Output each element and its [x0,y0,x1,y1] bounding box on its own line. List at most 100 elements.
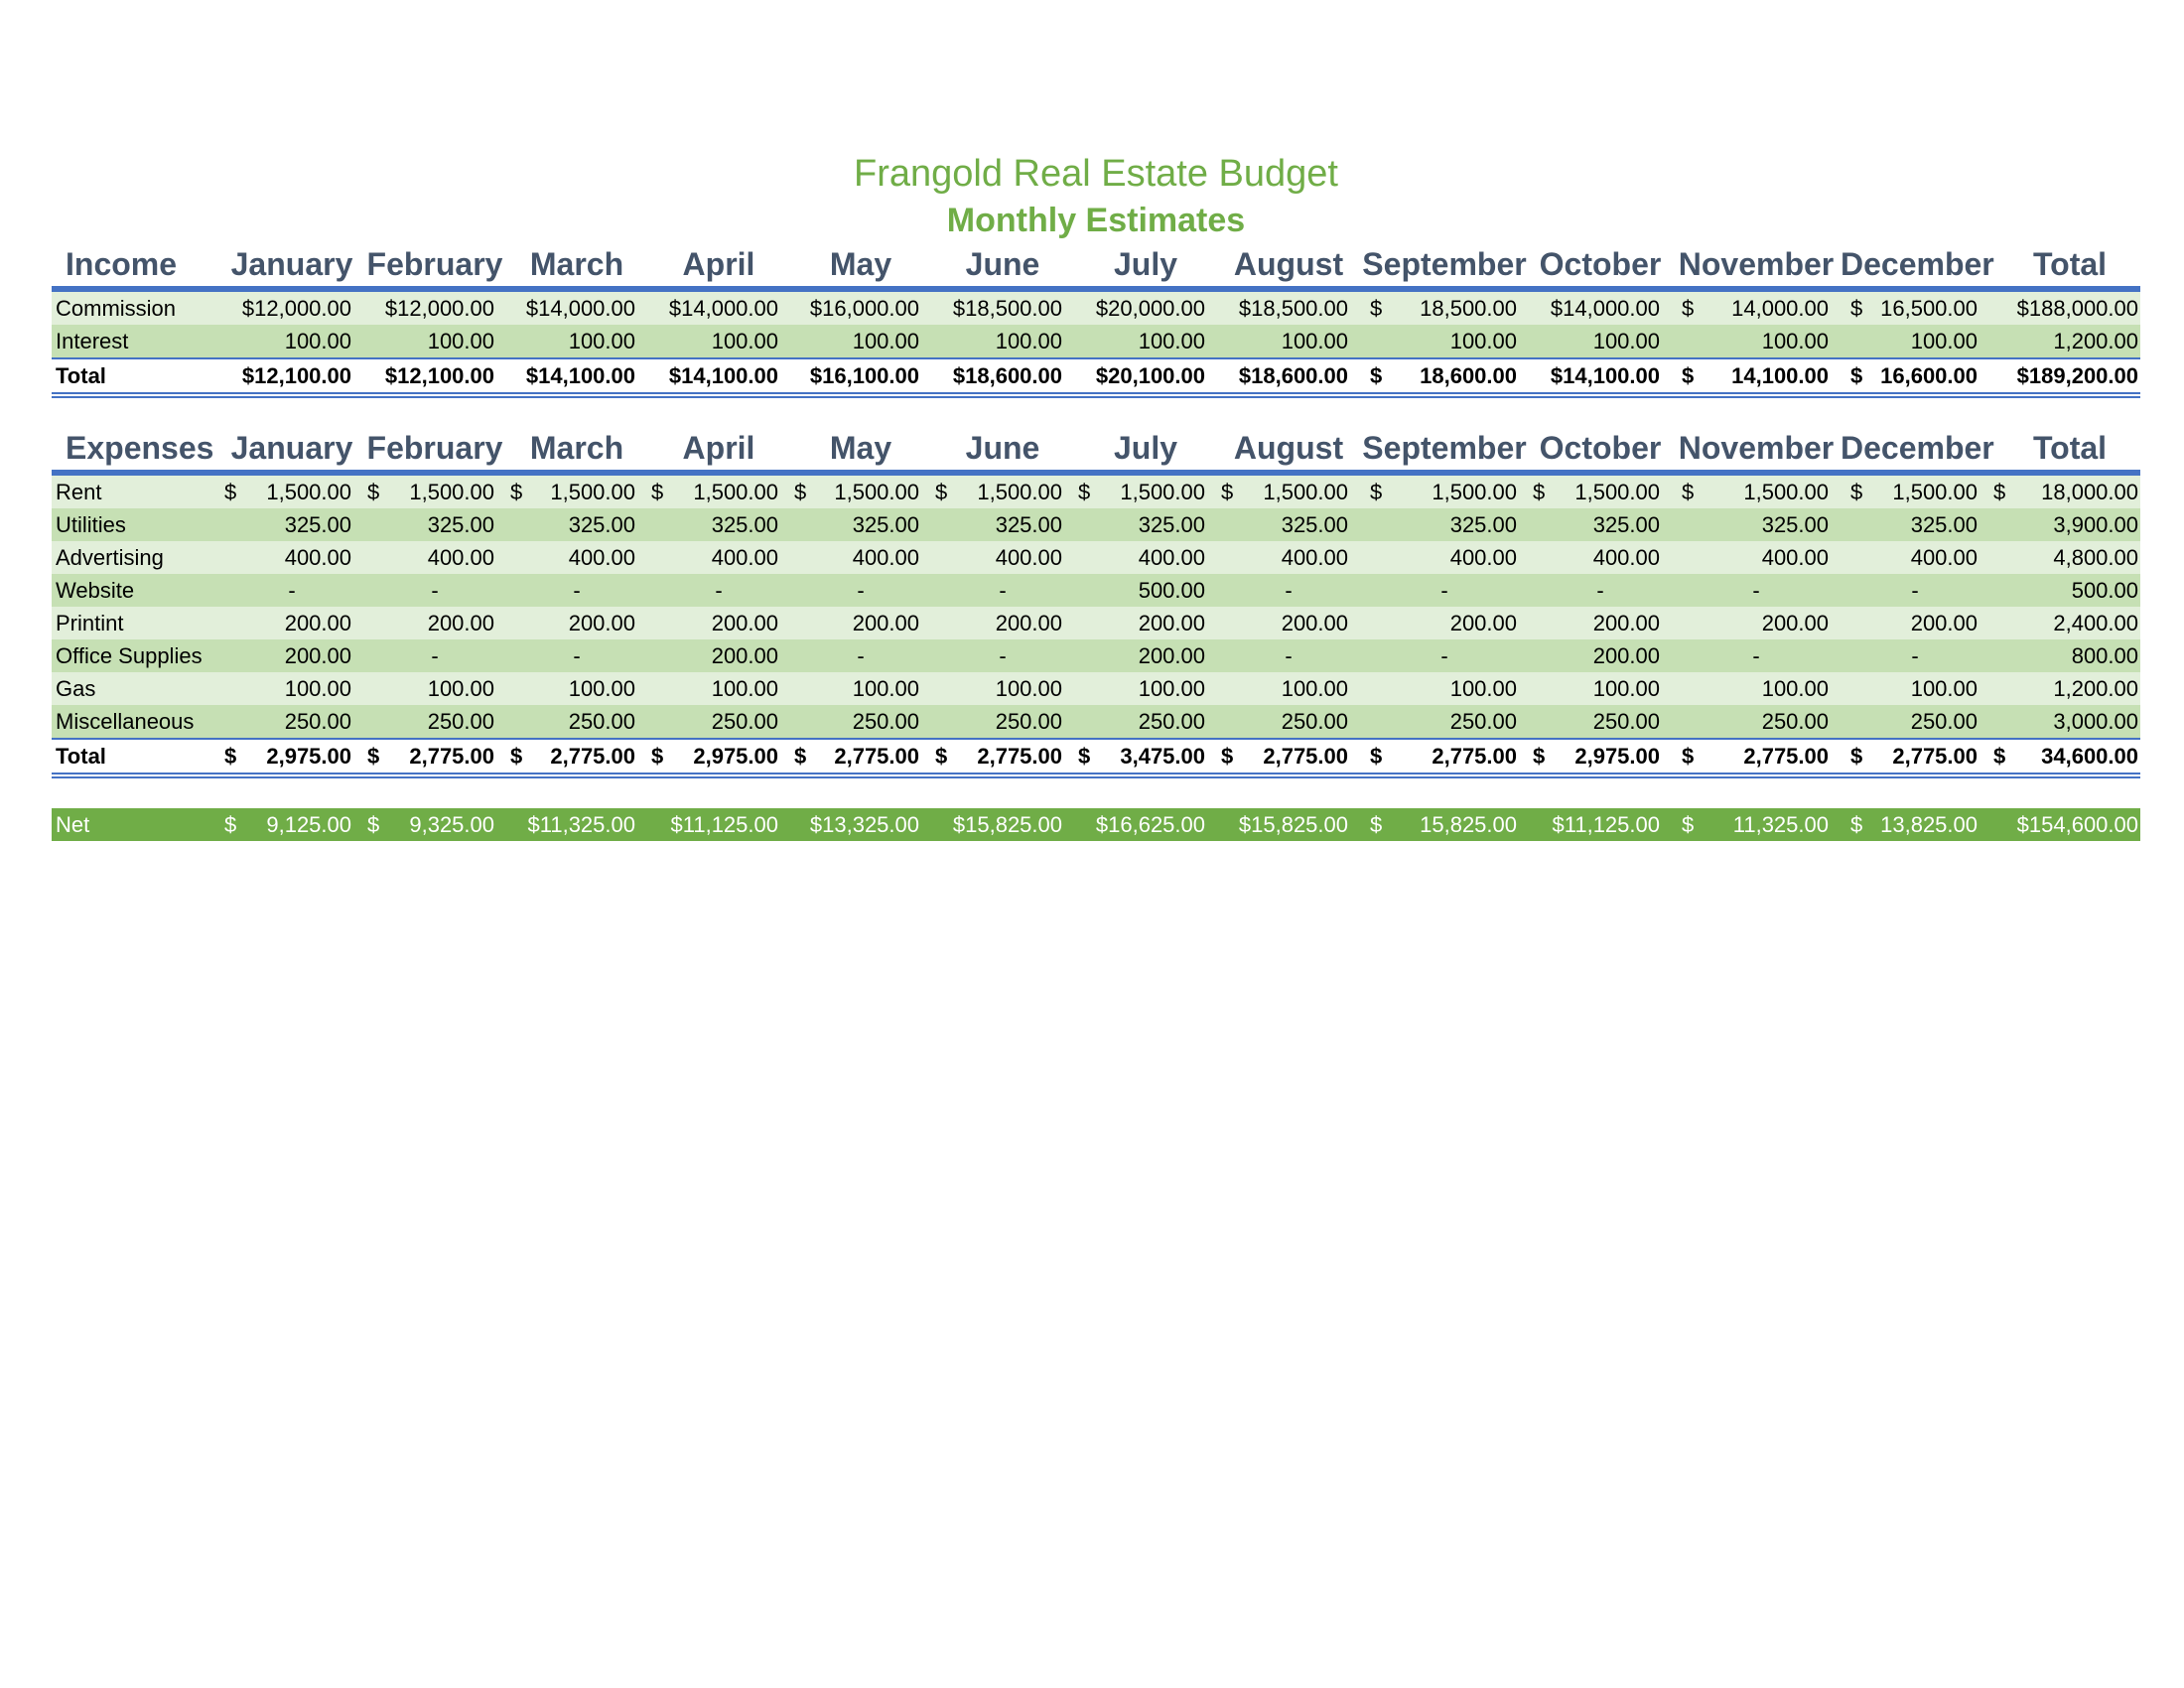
expenses-rent-cell-march: $1,500.00 [506,476,647,508]
income-total-cell-november: $14,100.00 [1672,359,1841,392]
column-header-april: April [682,246,755,282]
income-total-cell-may: $16,100.00 [790,359,931,392]
cell-value: 14,100.00 [1731,363,1829,388]
cell-value: 100.00 [1281,329,1348,353]
income-commission-cell-total: $188,000.00 [1989,292,2150,325]
expenses-rent-cell-february: $1,500.00 [363,476,506,508]
cell-value: - [1285,578,1293,603]
cell-value: - [1911,578,1919,603]
expenses-advertising-cell-november: 400.00 [1672,541,1841,574]
cell-value: 4,800.00 [2053,545,2138,570]
cell-value: $16,625.00 [1095,812,1205,837]
cell-value: 3,475.00 [1120,744,1205,769]
income-interest-cell-june: 100.00 [931,325,1074,357]
cell-value: 200.00 [1281,611,1348,635]
expenses-office-supplies-cell-total: 800.00 [1989,639,2150,672]
cell-value: 100.00 [1592,676,1660,701]
cell-value: 100.00 [711,329,778,353]
cell-value: 325.00 [1281,512,1348,537]
income-total-cell-total: $189,200.00 [1989,359,2150,392]
cell-value: 2,775.00 [1892,744,1978,769]
net-cell-total: $154,600.00 [1989,808,2150,841]
cell-value: $14,000.00 [1550,296,1660,321]
column-header-august: August [1233,430,1344,466]
cell-value: 400.00 [852,545,919,570]
cell-value: 100.00 [427,329,494,353]
cell-value: 200.00 [1449,611,1517,635]
expenses-total-rule-bottom [52,773,2140,778]
expenses-total-cell-november: $2,775.00 [1672,740,1841,773]
cell-value: - [1440,643,1448,668]
cell-value: 400.00 [1592,545,1660,570]
cell-value: 400.00 [995,545,1062,570]
column-header-total: Total [2032,430,2108,466]
cell-value: 18,000.00 [2041,480,2138,504]
expenses-total-cell-february: $2,775.00 [363,740,506,773]
expenses-website-cell-october: - [1529,574,1672,607]
net-cell-november: $11,325.00 [1672,808,1841,841]
cell-value: 400.00 [427,545,494,570]
currency-symbol: $ [1370,363,1383,388]
income-interest-cell-october: 100.00 [1529,325,1672,357]
currency-symbol: $ [651,744,664,769]
net-cell-december: $13,825.00 [1841,808,1989,841]
cell-value: 200.00 [284,643,351,668]
expenses-utilities-cell-total: 3,900.00 [1989,508,2150,541]
cell-value: 1,500.00 [1574,480,1660,504]
net-cell-june: $15,825.00 [931,808,1074,841]
expenses-utilities-cell-january: 325.00 [220,508,363,541]
expenses-total-row: Total $2,975.00 $2,775.00 $2,775.00 $2,975.0… [52,740,2140,773]
currency-symbol: $ [935,480,948,504]
expenses-advertising-cell-april: 400.00 [647,541,790,574]
income-total-cell-october: $14,100.00 [1529,359,1672,392]
cell-value: 400.00 [284,545,351,570]
expenses-website-cell-total: 500.00 [1989,574,2150,607]
cell-value: 1,500.00 [977,480,1062,504]
currency-symbol: $ [1993,480,2006,504]
cell-value: 100.00 [1138,329,1205,353]
income-commission-cell-july: $20,000.00 [1074,292,1217,325]
cell-value: 18,600.00 [1420,363,1517,388]
cell-value: 400.00 [1449,545,1517,570]
cell-value: 1,500.00 [693,480,778,504]
expenses-office-supplies-cell-february: - [363,639,506,672]
cell-value: 200.00 [1761,611,1829,635]
cell-value: 325.00 [1449,512,1517,537]
expenses-website-cell-july: 500.00 [1074,574,1217,607]
cell-value: 400.00 [1910,545,1978,570]
cell-value: 200.00 [711,611,778,635]
income-commission-cell-january: $12,000.00 [220,292,363,325]
net-cell-july: $16,625.00 [1074,808,1217,841]
income-commission-cell-may: $16,000.00 [790,292,931,325]
cell-value: $14,000.00 [525,296,635,321]
cell-value: 2,775.00 [550,744,635,769]
currency-symbol: $ [1078,744,1091,769]
income-body: Commission $12,000.00 $12,000.00 $14,000.00… [52,292,2140,357]
expenses-miscellaneous-cell-july: 250.00 [1074,705,1217,738]
expenses-printint-cell-july: 200.00 [1074,607,1217,639]
expenses-printint-cell-december: 200.00 [1841,607,1989,639]
cell-value: $189,200.00 [2016,363,2138,388]
income-total-cell-july: $20,100.00 [1074,359,1217,392]
cell-value: 16,500.00 [1880,296,1978,321]
expenses-rent-cell-december: $1,500.00 [1841,476,1989,508]
cell-value: 11,325.00 [1732,812,1829,837]
income-commission-cell-march: $14,000.00 [506,292,647,325]
column-header-august: August [1233,246,1344,282]
column-header-october: October [1539,246,1662,282]
expenses-printint-cell-october: 200.00 [1529,607,1672,639]
income-total-rule-bottom [52,392,2140,398]
income-interest-cell-january: 100.00 [220,325,363,357]
income-commission-cell-november: $14,000.00 [1672,292,1841,325]
expenses-miscellaneous-cell-january: 250.00 [220,705,363,738]
column-header-november: November [1678,430,1835,466]
column-header-january: January [230,246,353,282]
expenses-total-cell-total: $34,600.00 [1989,740,2150,773]
currency-symbol: $ [1850,296,1863,321]
net-cell-january: $9,125.00 [220,808,363,841]
cell-value: $15,825.00 [952,812,1062,837]
currency-symbol: $ [224,480,237,504]
expenses-miscellaneous-cell-december: 250.00 [1841,705,1989,738]
expenses-advertising-cell-september: 400.00 [1360,541,1529,574]
expenses-total-cell-september: $2,775.00 [1360,740,1529,773]
